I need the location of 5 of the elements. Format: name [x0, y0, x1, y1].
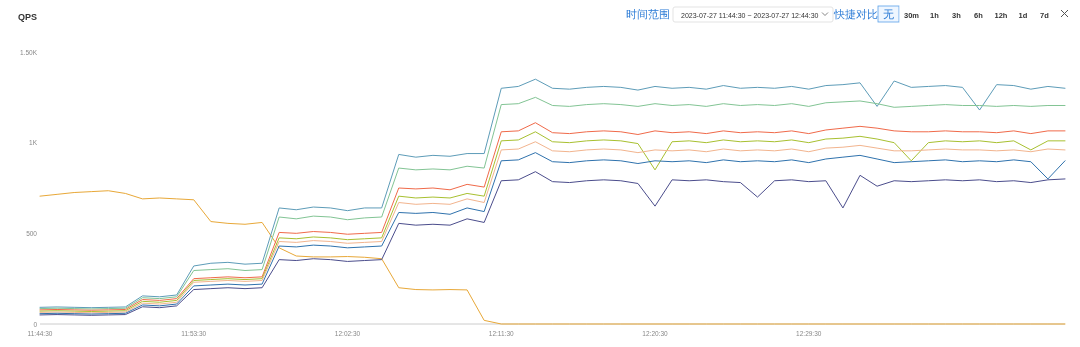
- line-series: [39, 190, 1066, 325]
- text: 快捷对比: [833, 8, 878, 20]
- text: 无: [883, 8, 894, 20]
- chart-title: QPS: [18, 12, 38, 22]
- text: 时间范围: [626, 8, 670, 20]
